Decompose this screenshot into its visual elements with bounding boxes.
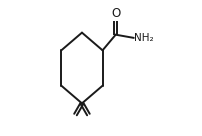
Text: O: O bbox=[111, 7, 120, 20]
Text: NH₂: NH₂ bbox=[134, 33, 154, 43]
